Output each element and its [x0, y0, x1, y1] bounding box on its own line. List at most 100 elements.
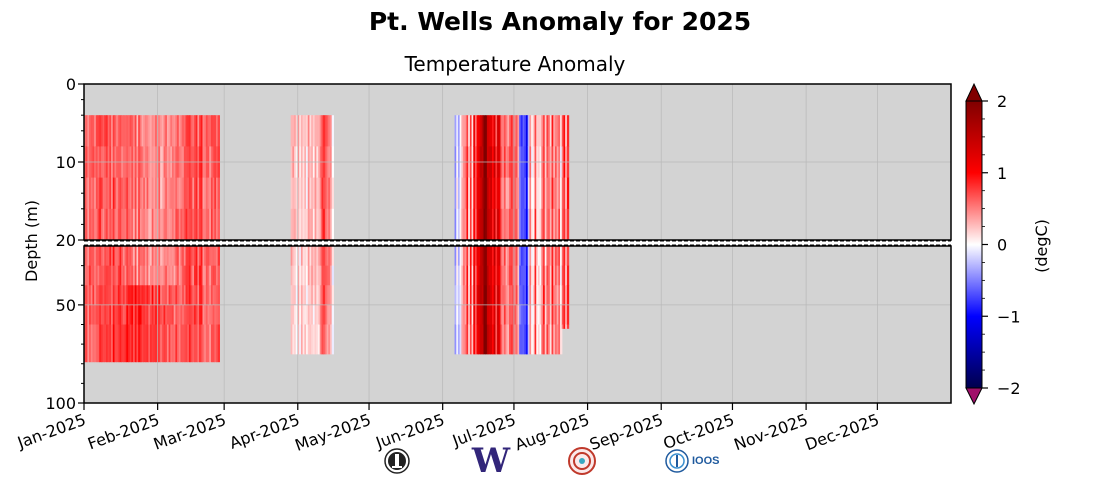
heatmap-cell	[461, 208, 464, 241]
heatmap-cell	[466, 208, 469, 241]
heatmap-cell	[566, 246, 570, 267]
heatmap-cell	[459, 115, 462, 147]
heatmap-cell	[92, 177, 95, 210]
heatmap-cell	[556, 115, 559, 147]
heatmap-cell	[539, 115, 542, 147]
heatmap-cell	[104, 115, 107, 147]
heatmap-cell	[493, 304, 496, 325]
heatmap-cell	[464, 177, 468, 210]
heatmap-cell	[459, 324, 462, 355]
heatmap-cell	[133, 285, 136, 306]
heatmap-cell	[207, 324, 210, 363]
heatmap-cell	[217, 304, 220, 325]
heatmap-cell	[187, 177, 190, 210]
heatmap-cell	[498, 115, 502, 147]
heatmap-cell	[114, 208, 117, 241]
heatmap-cell	[90, 304, 94, 325]
heatmap-cell	[180, 265, 183, 286]
heatmap-cell	[141, 208, 144, 241]
heatmap-cell	[543, 177, 546, 210]
heatmap-cell	[144, 208, 148, 241]
heatmap-cell	[502, 246, 505, 267]
heatmap-cell	[526, 324, 529, 355]
heatmap-cell	[498, 246, 502, 267]
heatmap-cell	[481, 115, 485, 147]
heatmap-cell	[507, 285, 510, 306]
heatmap-cell	[522, 208, 525, 241]
heatmap-cell	[549, 324, 553, 355]
heatmap-cell	[316, 208, 319, 241]
heatmap-cell	[539, 285, 542, 306]
heatmap-cell	[199, 208, 202, 241]
heatmap-cell	[197, 304, 200, 325]
heatmap-cell	[480, 246, 483, 267]
heatmap-cell	[464, 324, 468, 355]
heatmap-cell	[217, 285, 220, 306]
heatmap-cell	[175, 265, 178, 286]
heatmap-cell	[290, 246, 293, 267]
heatmap-cell	[99, 208, 102, 241]
heatmap-cell	[116, 304, 119, 325]
heatmap-cell	[163, 324, 166, 363]
heatmap-cell	[124, 324, 127, 363]
heatmap-cell	[134, 265, 138, 286]
heatmap-cell	[122, 324, 126, 363]
heatmap-cell	[503, 285, 507, 306]
heatmap-cell	[316, 177, 319, 210]
ioos-logo-text: IOOS	[692, 455, 720, 467]
heatmap-cell	[153, 265, 156, 286]
heatmap-cell	[194, 304, 197, 325]
heatmap-cell	[138, 285, 141, 306]
heatmap-cell	[314, 304, 317, 325]
heatmap-cell	[503, 208, 507, 241]
heatmap-cell	[566, 115, 570, 147]
heatmap-cell	[158, 177, 161, 210]
heatmap-cell	[551, 208, 554, 241]
heatmap-cell	[546, 246, 549, 267]
heatmap-cell	[558, 304, 561, 325]
heatmap-cell	[85, 304, 88, 325]
heatmap-cell	[148, 285, 151, 306]
heatmap-cell	[466, 246, 469, 267]
heatmap-cell	[165, 246, 168, 267]
heatmap-cell	[199, 285, 202, 306]
heatmap-cell	[104, 265, 107, 286]
heatmap-cell	[544, 177, 548, 210]
heatmap-cell	[497, 177, 500, 210]
heatmap-cell	[151, 246, 154, 267]
heatmap-cell	[183, 208, 187, 241]
heatmap-cell	[126, 265, 129, 286]
heatmap-cell	[558, 324, 561, 355]
heatmap-cell	[294, 304, 297, 325]
heatmap-cell	[209, 304, 212, 325]
heatmap-cell	[104, 208, 107, 241]
heatmap-cell	[466, 324, 469, 355]
heatmap-cell	[560, 246, 563, 267]
heatmap-cell	[324, 115, 328, 147]
heatmap-cell	[543, 324, 546, 355]
heatmap-cell	[524, 115, 527, 147]
heatmap-cell	[526, 246, 529, 267]
heatmap-cell	[295, 246, 299, 267]
heatmap-cell	[329, 115, 333, 147]
heatmap-cell	[493, 177, 496, 210]
heatmap-cell	[90, 265, 94, 286]
heatmap-cell	[172, 208, 175, 241]
heatmap-cell	[150, 265, 153, 286]
heatmap-cell	[175, 208, 178, 241]
heatmap-cell	[133, 177, 136, 210]
x-tick-label: Mar-2025	[151, 410, 229, 454]
heatmap-cell	[318, 177, 321, 210]
heatmap-cell	[524, 304, 527, 325]
heatmap-cell	[102, 304, 105, 325]
heatmap-cell	[139, 177, 143, 210]
heatmap-cell	[97, 285, 100, 306]
heatmap-cell	[185, 208, 188, 241]
heatmap-cell	[294, 177, 297, 210]
heatmap-cell	[549, 246, 553, 267]
heatmap-cell	[175, 177, 178, 210]
heatmap-cell	[207, 246, 210, 267]
heatmap-cell	[561, 324, 565, 329]
heatmap-cell	[99, 304, 102, 325]
y-tick-label: 20	[56, 231, 76, 250]
